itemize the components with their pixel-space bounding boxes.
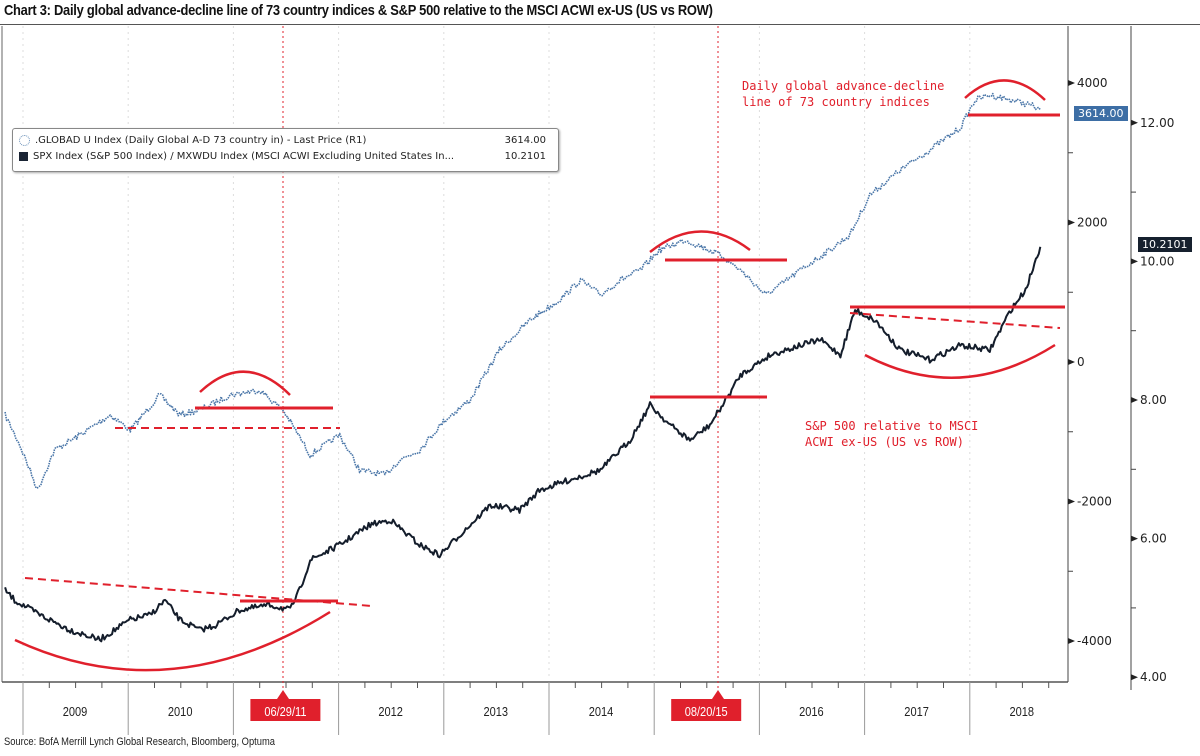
trend-line-dashed — [849, 312, 1061, 329]
legend-label-ad: .GLOBAD U Index (Daily Global A-D 73 cou… — [35, 135, 367, 146]
chart-title: Chart 3: Daily global advance-decline li… — [4, 2, 713, 19]
x-tick-label: 2009 — [63, 704, 88, 719]
source-note: Source: BofA Merrill Lynch Global Resear… — [4, 736, 275, 748]
x-tick-label: 2014 — [589, 704, 614, 719]
y-tick-label-right: 12.00 — [1140, 116, 1174, 130]
annotation-ad-line: Daily global advance-decline — [742, 79, 944, 93]
legend-value-spx: 10.2101 — [504, 151, 546, 162]
x-tick-label: 2018 — [1010, 704, 1035, 719]
x-tick-label: 2010 — [168, 704, 193, 719]
pattern-arc — [199, 370, 291, 396]
y-tick-label-left: 0 — [1077, 355, 1085, 369]
pattern-arc — [864, 343, 1056, 379]
date-marker-pointer-icon — [712, 690, 724, 699]
pattern-arc — [14, 610, 331, 672]
legend: .GLOBAD U Index (Daily Global A-D 73 cou… — [12, 128, 559, 172]
series-line-ad — [4, 92, 1041, 489]
legend-value-ad: 3614.00 — [504, 135, 546, 146]
annotation-spx-relative: ACWI ex-US (US vs ROW) — [805, 435, 964, 449]
y-tick-label-left: -4000 — [1077, 634, 1112, 648]
y-tick-right — [1131, 674, 1138, 681]
title-divider — [0, 24, 1200, 25]
y-tick-right — [1131, 535, 1138, 542]
date-marker-box — [671, 699, 742, 721]
x-tick-label: 2012 — [378, 704, 403, 719]
legend-label-spx: SPX Index (S&P 500 Index) / MXWDU Index … — [33, 151, 455, 162]
y-tick-label-left: -2000 — [1077, 495, 1112, 509]
y-tick-right — [1131, 258, 1138, 265]
y-tick-right — [1131, 397, 1138, 403]
y-tick-left — [1068, 638, 1075, 644]
pattern-arc — [649, 230, 751, 253]
x-tick-label: 06/29/11 — [264, 704, 306, 719]
y-tick-left — [1068, 219, 1075, 226]
y-tick-label-right: 10.00 — [1140, 254, 1174, 268]
annotation-ad-line: line of 73 country indices — [742, 95, 930, 109]
y-tick-label-left: 4000 — [1077, 76, 1108, 90]
y-tick-label-left: 2000 — [1077, 216, 1108, 230]
y-tick-label-right: 8.00 — [1140, 393, 1167, 407]
y-tick-left — [1068, 359, 1075, 365]
series-line-spx — [4, 246, 1042, 643]
trend-line-dashed — [24, 577, 373, 607]
annotation-spx-relative: S&P 500 relative to MSCI — [805, 419, 978, 433]
x-tick-label: 2016 — [799, 704, 824, 719]
x-tick-label: 2017 — [904, 704, 929, 719]
dotted-series-swatch-icon — [19, 135, 30, 146]
date-marker-box — [250, 699, 321, 721]
pattern-arc — [964, 79, 1046, 101]
x-tick-label: 2013 — [484, 704, 509, 719]
y-tick-left — [1068, 80, 1075, 86]
last-value-tag-spx: 10.2101 — [1138, 237, 1192, 252]
y-tick-right — [1131, 119, 1138, 126]
solid-series-swatch-icon — [19, 152, 28, 161]
last-value-tag-ad: 3614.00 — [1074, 106, 1128, 121]
y-tick-left — [1068, 498, 1075, 505]
y-tick-label-right: 6.00 — [1140, 532, 1167, 546]
x-tick-label: 08/20/15 — [685, 704, 728, 719]
y-tick-label-right: 4.00 — [1140, 670, 1167, 684]
date-marker-pointer-icon — [277, 690, 289, 699]
